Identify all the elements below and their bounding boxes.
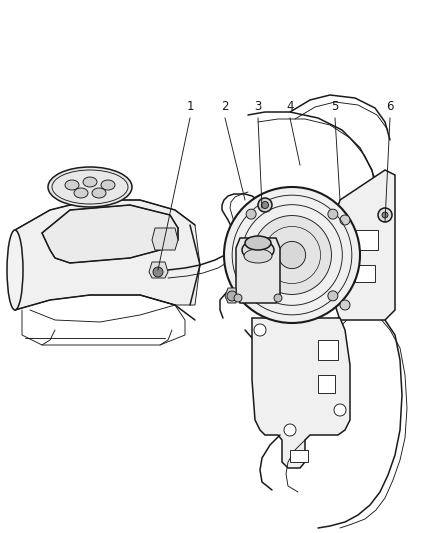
Ellipse shape xyxy=(244,249,272,263)
Circle shape xyxy=(283,424,295,436)
Ellipse shape xyxy=(65,180,79,190)
Circle shape xyxy=(327,291,337,301)
Ellipse shape xyxy=(7,230,23,310)
Circle shape xyxy=(381,212,387,218)
Ellipse shape xyxy=(74,188,88,198)
Circle shape xyxy=(233,294,241,302)
Ellipse shape xyxy=(244,236,270,250)
Polygon shape xyxy=(354,265,374,282)
Text: 1: 1 xyxy=(186,100,193,113)
Polygon shape xyxy=(15,200,200,310)
Polygon shape xyxy=(225,288,236,303)
Polygon shape xyxy=(152,228,177,250)
Circle shape xyxy=(339,215,349,225)
Polygon shape xyxy=(290,450,307,462)
Ellipse shape xyxy=(241,240,273,260)
Text: 6: 6 xyxy=(385,100,393,113)
Circle shape xyxy=(273,294,281,302)
Circle shape xyxy=(246,291,255,301)
Circle shape xyxy=(246,209,255,219)
Polygon shape xyxy=(251,318,349,468)
Text: 4: 4 xyxy=(286,100,293,113)
Polygon shape xyxy=(317,340,337,360)
Polygon shape xyxy=(236,238,279,303)
Circle shape xyxy=(153,267,162,277)
Text: 3: 3 xyxy=(254,100,261,113)
Circle shape xyxy=(327,209,337,219)
Ellipse shape xyxy=(48,167,132,207)
Circle shape xyxy=(261,201,268,208)
Circle shape xyxy=(333,404,345,416)
Circle shape xyxy=(254,324,265,336)
Polygon shape xyxy=(354,230,377,250)
Circle shape xyxy=(258,198,272,212)
Ellipse shape xyxy=(101,180,115,190)
Ellipse shape xyxy=(223,187,359,323)
Polygon shape xyxy=(42,205,177,263)
Text: 2: 2 xyxy=(221,100,228,113)
Ellipse shape xyxy=(252,215,331,294)
Polygon shape xyxy=(148,262,168,278)
Polygon shape xyxy=(334,170,394,320)
Circle shape xyxy=(226,291,237,301)
Polygon shape xyxy=(317,375,334,393)
Ellipse shape xyxy=(83,177,97,187)
Circle shape xyxy=(339,300,349,310)
Circle shape xyxy=(377,208,391,222)
Ellipse shape xyxy=(92,188,106,198)
Text: 5: 5 xyxy=(331,100,338,113)
Ellipse shape xyxy=(278,241,305,269)
